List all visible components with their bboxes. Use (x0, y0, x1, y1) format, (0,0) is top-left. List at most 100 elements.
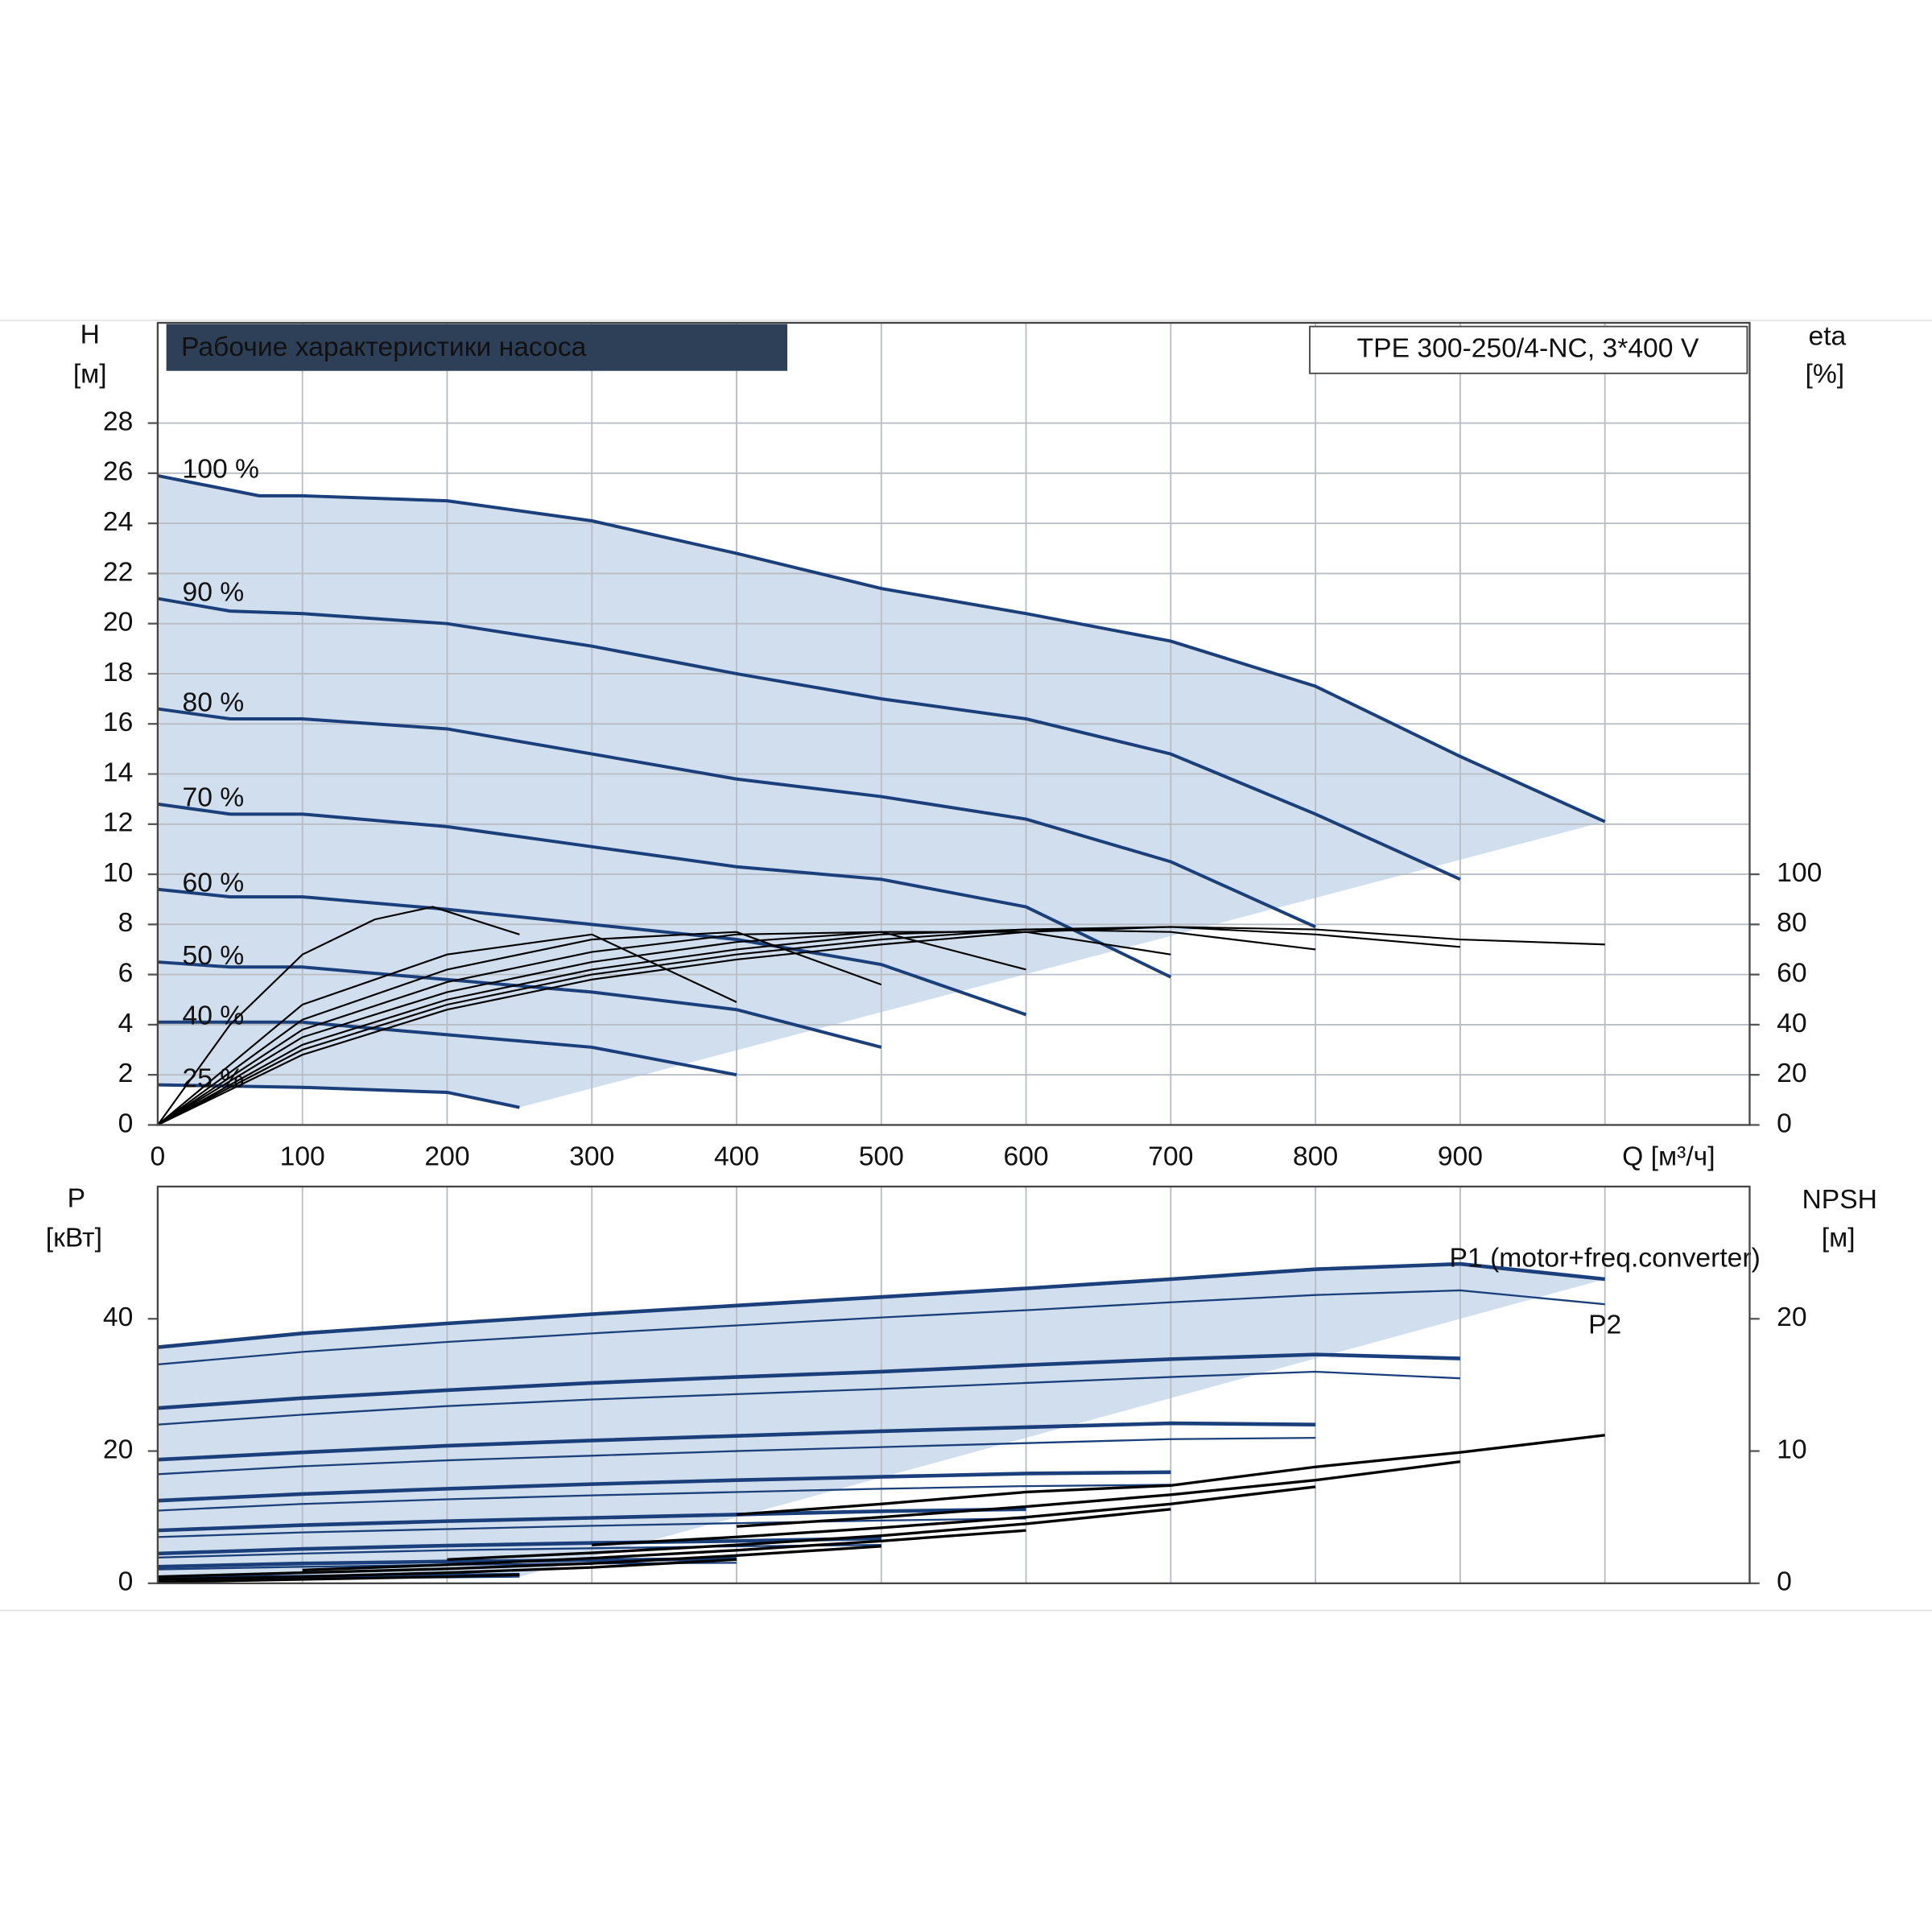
secondary-curve (157, 1545, 881, 1579)
y-tick-label: 8 (118, 908, 134, 938)
secondary-curve (157, 926, 1605, 1126)
x-tick-label: 800 (1293, 1142, 1338, 1172)
y-tick-label: 2 (118, 1059, 134, 1088)
y-tick-label: 4 (118, 1009, 134, 1038)
curve (157, 1289, 1605, 1366)
y-tick-label: 26 (103, 457, 133, 487)
curve-label: 70 % (183, 783, 245, 813)
secondary-curve (157, 926, 1461, 1126)
secondary-curve (592, 1485, 1316, 1546)
curve (157, 1083, 520, 1109)
curve-label: 90 % (183, 577, 245, 607)
secondary-curve (157, 1558, 737, 1581)
y2-tick-label: 0 (1777, 1567, 1792, 1597)
y-tick-label: 20 (103, 1435, 133, 1464)
curve (157, 802, 1172, 979)
y-label: P (68, 1184, 85, 1214)
y2-tick-label: 10 (1777, 1435, 1806, 1464)
x-tick-label: 200 (424, 1142, 469, 1172)
y-tick-label: 14 (103, 758, 133, 787)
y2-tick-label: 80 (1777, 908, 1806, 938)
curve (157, 1421, 1316, 1462)
plot: 0 100 200 300 400 500 600 700 800 900 Q [м³/ч]0246… (73, 320, 1847, 1172)
x-tick-label: 100 (280, 1142, 325, 1172)
y-tick-label: 24 (103, 507, 133, 537)
curve (157, 1020, 737, 1077)
curve (157, 1261, 1605, 1349)
y2-tick-label: 40 (1777, 1009, 1806, 1038)
x-tick-label: Q [м³/ч] (1622, 1142, 1715, 1172)
curve (157, 1370, 1460, 1426)
x-tick-label: 700 (1148, 1142, 1193, 1172)
y-label: H (80, 320, 100, 350)
plot-frame (156, 321, 1751, 1126)
x-tick-label: 600 (1004, 1142, 1049, 1172)
y2-unit: [м] (1822, 1224, 1856, 1253)
secondary-curve (157, 928, 1316, 1126)
curve (157, 1470, 1171, 1503)
curve-label: 60 % (183, 869, 245, 898)
y-tick-label: 22 (103, 557, 133, 587)
y-tick-label: 28 (103, 407, 133, 436)
curve (157, 1507, 1026, 1533)
curve-label: 80 % (183, 687, 245, 717)
y2-tick-label: 20 (1777, 1302, 1806, 1332)
secondary-curve (157, 931, 1171, 1126)
secondary-curve (736, 1460, 1461, 1528)
curve-label: P1 (motor+freq.converter) (1450, 1243, 1761, 1273)
y2-tick-label: 0 (1777, 1108, 1792, 1138)
y-tick-label: 10 (103, 858, 133, 888)
y-tick-label: 18 (103, 658, 133, 687)
curve (157, 474, 1606, 824)
plot: 0 20 40 0 10 20 P1 (motor+freq.converter) P2 P [к… (46, 1184, 1877, 1597)
y2-tick-label: 60 (1777, 959, 1806, 989)
curve (157, 1484, 1171, 1512)
title-box (166, 324, 788, 371)
secondary-curve (157, 933, 737, 1126)
y-tick-label: 20 (103, 608, 133, 638)
y2-tick-label: 20 (1777, 1059, 1806, 1088)
curve (157, 1436, 1316, 1476)
y-tick-label: 40 (103, 1302, 133, 1332)
y-tick-label: 6 (118, 959, 134, 989)
chart-subtitle: TPE 300-250/4-NC, 3*400 V (1357, 334, 1699, 364)
secondary-curve (157, 931, 1026, 1126)
curve (157, 887, 1027, 1017)
curve (157, 1517, 1026, 1538)
curve (157, 1536, 881, 1556)
model-box (1309, 325, 1748, 374)
plot-frame (156, 1185, 1751, 1584)
y2-label: eta (1808, 321, 1846, 351)
curve-label: 100 % (183, 455, 259, 485)
secondary-curve (157, 906, 520, 1126)
curve (157, 1544, 881, 1558)
curve-label: 50 % (183, 941, 245, 971)
x-tick-label: 300 (569, 1142, 614, 1172)
secondary-curve (447, 1508, 1171, 1561)
y-tick-label: 0 (118, 1567, 134, 1597)
x-tick-label: 500 (859, 1142, 904, 1172)
y2-label: NPSH (1802, 1185, 1877, 1215)
curve (157, 707, 1316, 929)
y-tick-label: 12 (103, 808, 133, 838)
curve (157, 597, 1461, 881)
secondary-curve (302, 1529, 1026, 1572)
y-unit: [кВт] (46, 1224, 102, 1253)
y-unit: [м] (73, 360, 107, 390)
y-tick-label: 16 (103, 708, 133, 737)
secondary-curve (157, 1573, 520, 1583)
plots: 0 100 200 300 400 500 600 700 800 900 Q [м³/ч]0246… (46, 320, 1877, 1597)
y-tick-label: 0 (118, 1108, 134, 1138)
secondary-curve (736, 1434, 1605, 1517)
y2-unit: [%] (1806, 360, 1845, 390)
x-tick-label: 400 (714, 1142, 759, 1172)
x-tick-label: 0 (151, 1142, 166, 1172)
chart-title: Рабочие характеристики насоса (181, 332, 587, 362)
curve (157, 1352, 1460, 1410)
curve (157, 960, 882, 1049)
curve-label: 40 % (183, 1001, 245, 1031)
secondary-curve (157, 931, 882, 1126)
curve-label: P2 (1588, 1311, 1621, 1340)
